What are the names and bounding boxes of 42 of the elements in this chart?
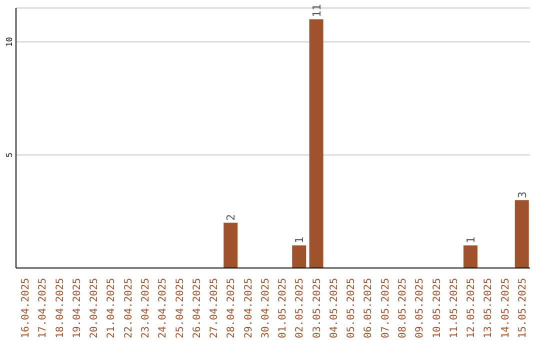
x-tick-label: 02.05.2025 [294, 278, 306, 338]
x-tick-label: 25.04.2025 [174, 278, 186, 338]
x-tick-label: 30.04.2025 [260, 278, 272, 338]
bar [309, 19, 324, 268]
x-tick-label: 20.04.2025 [89, 278, 100, 338]
x-tick-label: 06.05.2025 [363, 278, 374, 338]
x-tick-label: 22.04.2025 [123, 278, 134, 338]
x-tick-label: 26.04.2025 [192, 278, 203, 338]
x-tick-label: 21.04.2025 [106, 278, 118, 338]
bar [292, 245, 306, 268]
x-tick-label: 11.05.2025 [448, 278, 460, 338]
x-tick-label: 12.05.2025 [466, 278, 478, 338]
x-tick-label: 19.04.2025 [72, 278, 83, 338]
x-tick-label: 01.05.2025 [278, 278, 289, 338]
x-tick-label: 15.05.2025 [517, 278, 528, 338]
x-tick-label: 13.05.2025 [483, 278, 494, 338]
data-label: 2 [224, 214, 238, 221]
x-tick-label: 03.05.2025 [312, 278, 323, 338]
bar [224, 222, 238, 268]
x-tick-label: 17.04.2025 [38, 278, 49, 338]
x-tick-label: 28.04.2025 [226, 278, 238, 338]
x-tick-label: 08.05.2025 [398, 278, 408, 338]
bar [514, 200, 529, 268]
x-tick-label: 16.04.2025 [20, 278, 32, 338]
x-tick-label: 04.05.2025 [328, 278, 340, 338]
x-tick-label: 07.05.2025 [380, 278, 392, 338]
x-tick-label: 29.04.2025 [243, 278, 254, 338]
x-tick-label: 14.05.2025 [500, 278, 512, 338]
x-tick-label: 24.04.2025 [158, 278, 169, 338]
y-tick-label: 5 [5, 152, 14, 158]
x-tick-label: 27.04.2025 [209, 278, 220, 338]
data-label: 11 [310, 4, 324, 18]
bar [463, 245, 478, 268]
x-tick-label: 18.04.2025 [54, 278, 66, 338]
data-label: 3 [516, 192, 529, 198]
x-tick-label: 09.05.2025 [414, 278, 426, 338]
data-label: 1 [293, 236, 306, 244]
y-tick-label: 10 [5, 36, 14, 47]
data-label: 1 [464, 236, 478, 244]
x-tick-label: 05.05.2025 [346, 278, 358, 338]
x-tick-label: 10.05.2025 [432, 278, 443, 338]
x-tick-label: 23.04.2025 [140, 278, 152, 338]
